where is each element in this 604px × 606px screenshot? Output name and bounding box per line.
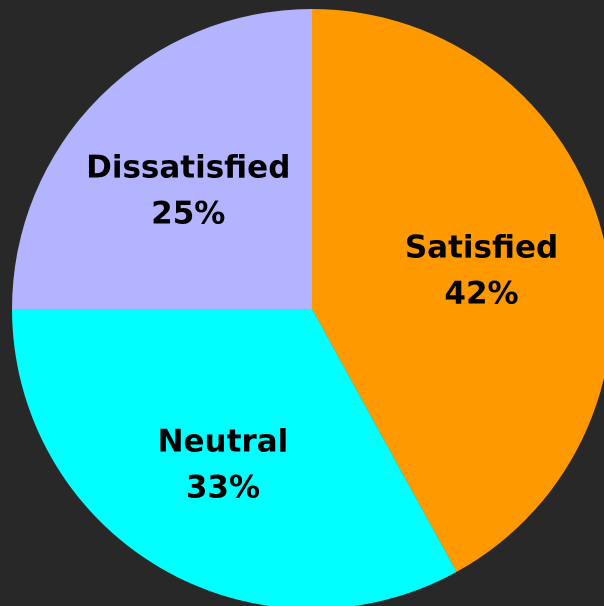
slice-percent-satisfied: 42% xyxy=(444,275,518,311)
slice-percent-neutral: 33% xyxy=(186,470,260,506)
slice-label-satisfied: Satisfied xyxy=(405,229,558,265)
slice-label-dissatisfied: Dissatisfied xyxy=(86,149,290,185)
slice-label-neutral: Neutral xyxy=(158,424,289,460)
slice-percent-dissatisfied: 25% xyxy=(151,195,225,231)
pie-slice-neutral xyxy=(12,309,457,606)
pie-slice-satisfied xyxy=(312,9,604,572)
pie-slice-dissatisfied xyxy=(12,9,312,309)
